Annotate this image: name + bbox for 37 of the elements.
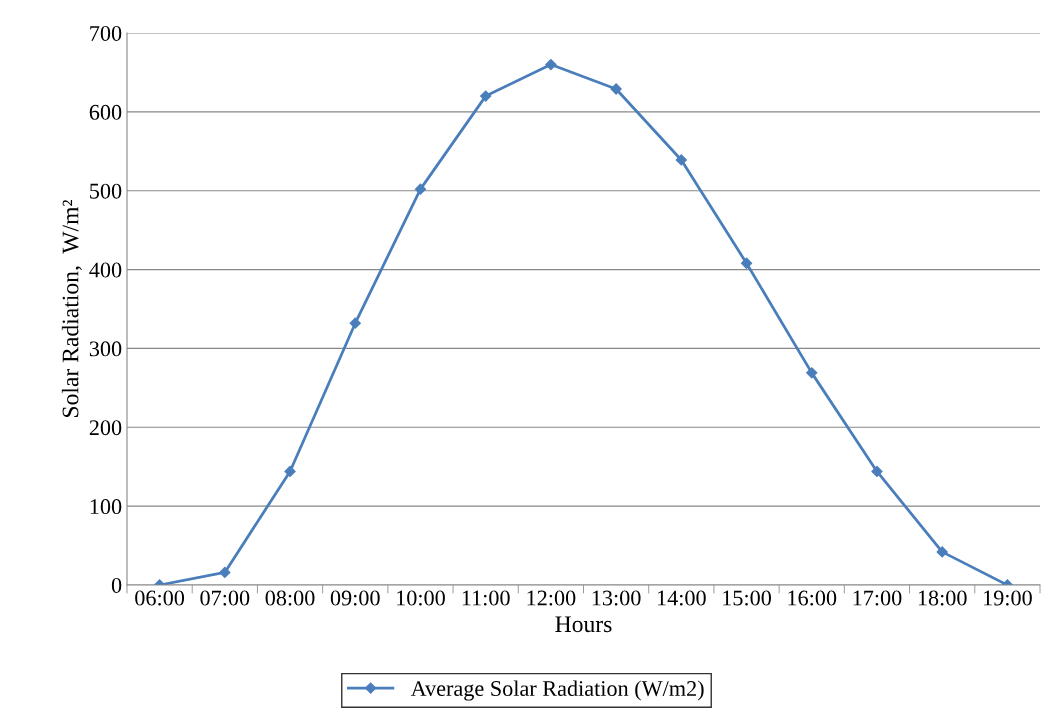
x-tick-label: 17:00 (853, 590, 902, 606)
point (806, 367, 818, 379)
y-axis-title: Solar Radiation, W/m² (61, 199, 82, 417)
y-tick-label: 300 (89, 341, 122, 357)
y-tick-label: 200 (89, 420, 122, 436)
y-tick-label: 700 (90, 25, 122, 41)
x-tick-label: 14:00 (657, 590, 706, 606)
x-tick-label: 16:00 (788, 590, 837, 606)
point (740, 257, 753, 269)
x-tick-label: 09:00 (330, 590, 380, 606)
legend-label: Average Solar Radiation (W/m2) (410, 680, 704, 701)
y-tick-label: 600 (89, 104, 122, 120)
point (414, 183, 427, 195)
point (545, 58, 557, 71)
point (871, 465, 883, 478)
y-tick-label: 0 (111, 577, 122, 593)
point (936, 546, 948, 558)
point (480, 90, 492, 102)
x-tick-label: 12:00 (527, 590, 576, 606)
x-tick-label: 15:00 (723, 590, 771, 606)
y-tick-label: 100 (90, 499, 122, 515)
x-tick-label: 19:00 (984, 590, 1032, 606)
point (349, 317, 361, 329)
x-axis-title: Hours (555, 616, 612, 633)
x-tick-label: 11:00 (462, 590, 510, 606)
x-tick-label: 10:00 (397, 590, 445, 606)
point (610, 83, 622, 95)
x-tick-label: 08:00 (265, 590, 315, 606)
x-tick-label: 07:00 (200, 590, 250, 606)
x-tick-label: 06:00 (135, 590, 185, 606)
point (284, 465, 296, 478)
y-tick-label: 500 (90, 183, 122, 199)
y-tick-label: 400 (89, 262, 122, 278)
x-tick-label: 18:00 (918, 590, 967, 606)
point (675, 154, 687, 166)
point (219, 566, 231, 578)
x-tick-label: 13:00 (592, 590, 641, 606)
